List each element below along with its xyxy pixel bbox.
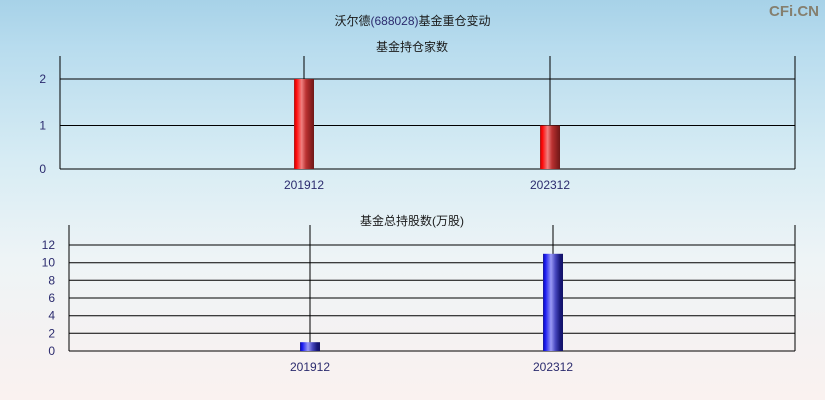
svg-text:201912: 201912: [290, 360, 330, 374]
svg-text:202312: 202312: [533, 360, 573, 374]
svg-text:0: 0: [48, 344, 55, 358]
svg-text:8: 8: [48, 273, 55, 287]
svg-text:12: 12: [42, 238, 56, 252]
svg-text:0: 0: [39, 162, 46, 176]
svg-text:基金持仓家数: 基金持仓家数: [376, 39, 448, 54]
svg-text:1: 1: [39, 119, 46, 133]
svg-text:202312: 202312: [530, 178, 570, 192]
svg-text:4: 4: [48, 309, 55, 323]
svg-text:基金总持股数(万股): 基金总持股数(万股): [360, 213, 464, 228]
svg-text:2: 2: [48, 326, 55, 340]
svg-text:201912: 201912: [284, 178, 324, 192]
svg-text:2: 2: [39, 72, 46, 86]
svg-text:6: 6: [48, 291, 55, 305]
svg-text:10: 10: [42, 256, 56, 270]
